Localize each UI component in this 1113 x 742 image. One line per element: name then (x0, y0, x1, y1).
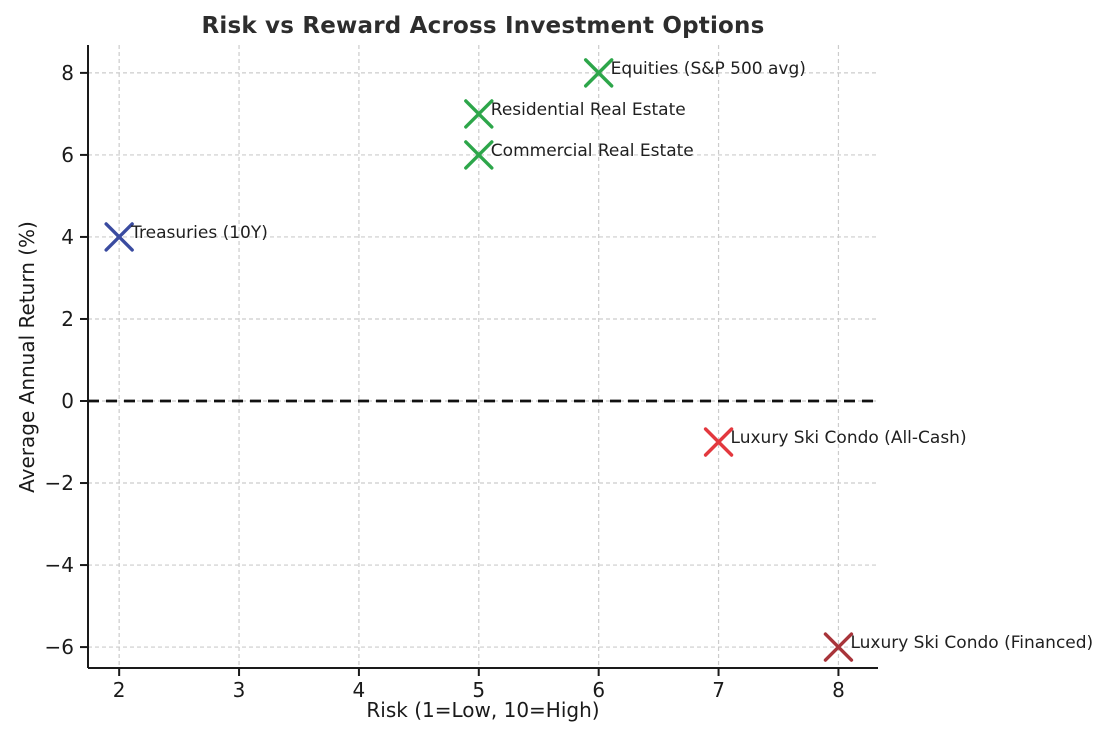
x-tick-label: 7 (712, 678, 725, 702)
data-point-label: Residential Real Estate (491, 100, 686, 120)
y-tick-label: 0 (61, 389, 74, 413)
data-point-label: Equities (S&P 500 avg) (611, 59, 806, 79)
data-point-marker (703, 427, 734, 457)
y-tick-label: 2 (61, 307, 74, 331)
x-tick-label: 3 (233, 678, 246, 702)
y-tick-label: −2 (45, 471, 74, 495)
data-point-marker (464, 140, 494, 170)
chart-title: Risk vs Reward Across Investment Options (201, 13, 765, 39)
x-tick-label: 5 (472, 678, 485, 702)
y-tick-label: 8 (61, 61, 74, 85)
y-tick-label: −6 (45, 635, 74, 659)
data-point-marker (583, 58, 614, 88)
data-point-marker (104, 222, 134, 252)
data-point-marker (464, 99, 494, 129)
x-tick-label: 4 (353, 678, 366, 702)
y-tick-label: 4 (61, 225, 74, 249)
x-tick-label: 6 (592, 678, 605, 702)
data-point-label: Luxury Ski Condo (Financed) (850, 633, 1093, 653)
y-tick-label: −4 (45, 553, 74, 577)
x-tick-label: 2 (113, 678, 126, 702)
data-point-label: Luxury Ski Condo (All-Cash) (731, 428, 967, 448)
data-point-label: Commercial Real Estate (491, 141, 694, 161)
data-point-marker (823, 632, 854, 662)
y-tick-label: 6 (61, 143, 74, 167)
data-point-label: Treasuries (10Y) (130, 223, 268, 243)
x-axis-label: Risk (1=Low, 10=High) (366, 698, 600, 722)
x-tick-label: 8 (832, 678, 845, 702)
